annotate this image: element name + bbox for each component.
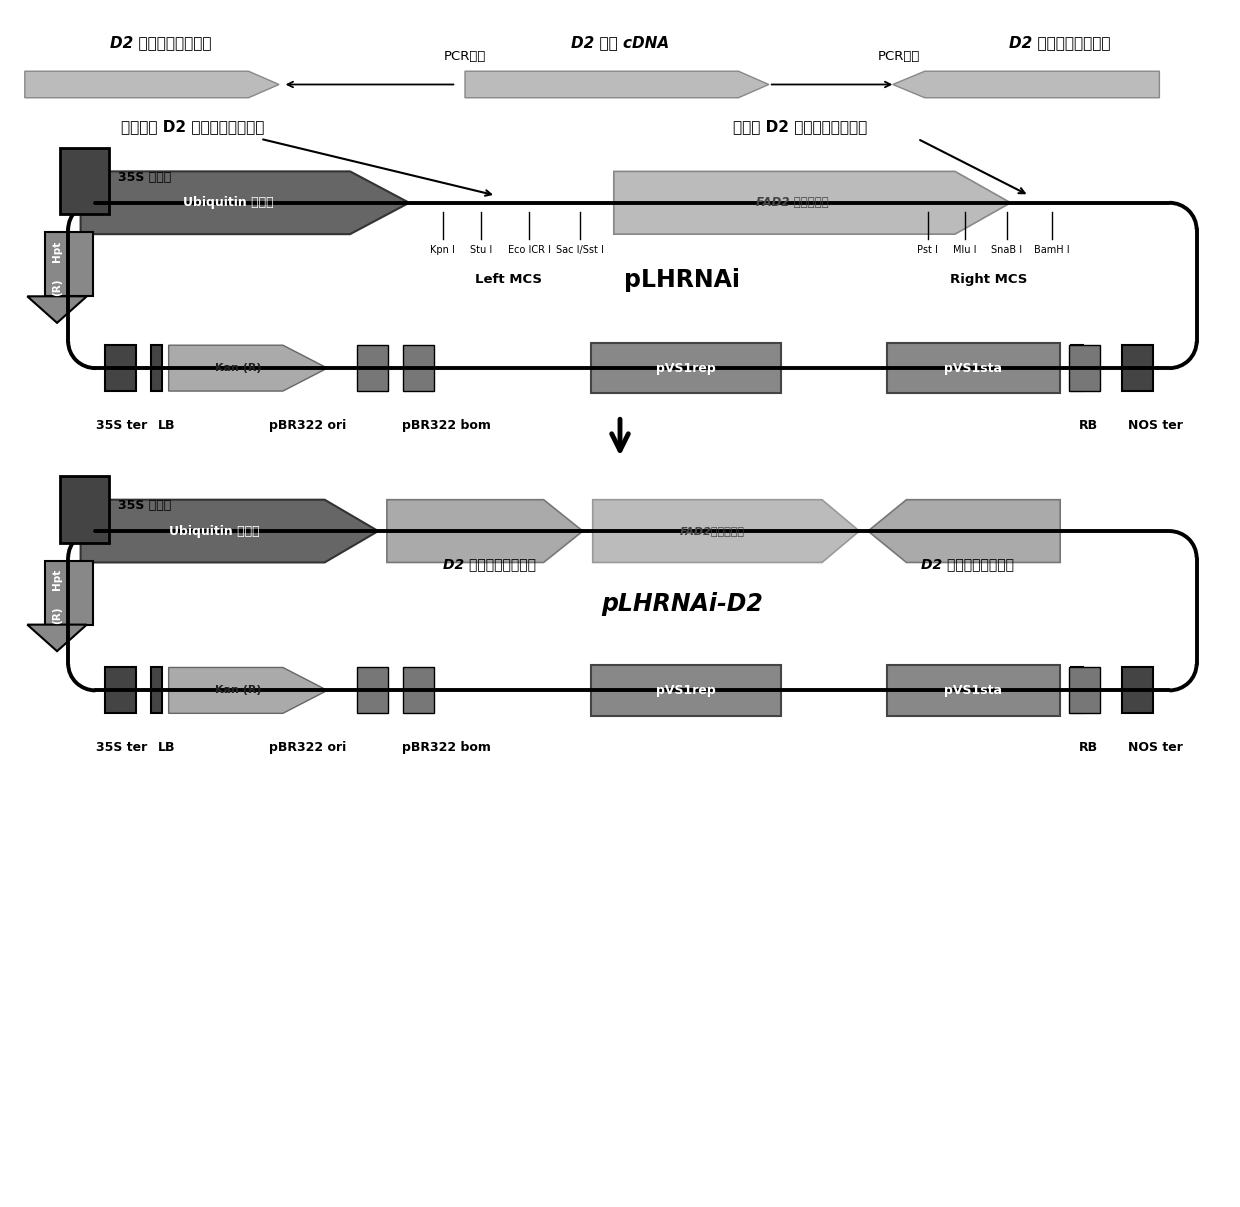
Text: 35S ter: 35S ter — [95, 741, 148, 754]
Text: NOS ter: NOS ter — [1128, 741, 1183, 754]
Text: Kan (R): Kan (R) — [216, 363, 262, 373]
Text: D2 基因正义干扰片段: D2 基因正义干扰片段 — [110, 35, 212, 49]
Text: Ubiquitin 启动子: Ubiquitin 启动子 — [169, 525, 260, 537]
Text: D2 基因 cDNA: D2 基因 cDNA — [570, 35, 670, 49]
Text: Kan (R): Kan (R) — [216, 686, 262, 695]
Bar — [403, 667, 434, 713]
Text: NOS ter: NOS ter — [1128, 419, 1183, 432]
Polygon shape — [27, 625, 87, 652]
Text: PCR扩増: PCR扩増 — [444, 49, 486, 63]
Bar — [403, 345, 434, 391]
Bar — [1071, 345, 1083, 391]
Text: FAD2 基因内含子: FAD2 基因内含子 — [756, 197, 828, 209]
Text: 35S 启动子: 35S 启动子 — [118, 500, 171, 512]
Polygon shape — [27, 297, 87, 322]
Text: (R): (R) — [52, 607, 62, 624]
Text: Kpn Ⅰ: Kpn Ⅰ — [430, 245, 455, 255]
Text: pVS1sta: pVS1sta — [945, 684, 1002, 696]
Text: 首先克隆 D2 基因正义干扰片段: 首先克隆 D2 基因正义干扰片段 — [120, 119, 264, 134]
Bar — [1122, 345, 1153, 391]
Text: LB: LB — [157, 741, 175, 754]
Bar — [151, 667, 162, 713]
Text: Left MCS: Left MCS — [475, 273, 542, 286]
Text: Hpt: Hpt — [52, 240, 62, 262]
Text: Sac Ⅰ/Sst Ⅰ: Sac Ⅰ/Sst Ⅰ — [557, 245, 604, 255]
Text: Hpt: Hpt — [52, 568, 62, 590]
Text: LB: LB — [157, 419, 175, 432]
Bar — [357, 345, 388, 391]
Bar — [357, 667, 388, 713]
Bar — [591, 343, 781, 393]
Polygon shape — [169, 345, 327, 391]
Text: pVS1rep: pVS1rep — [656, 684, 717, 696]
Polygon shape — [893, 71, 1159, 98]
Text: Pst Ⅰ: Pst Ⅰ — [918, 245, 937, 255]
Text: Right MCS: Right MCS — [950, 273, 1027, 286]
Bar — [151, 345, 162, 391]
Polygon shape — [593, 500, 859, 562]
Polygon shape — [25, 71, 279, 98]
Bar — [887, 343, 1060, 393]
Bar — [1122, 667, 1153, 713]
Polygon shape — [614, 171, 1011, 234]
Text: pBR322 bom: pBR322 bom — [402, 419, 491, 432]
Text: RB: RB — [1079, 419, 1099, 432]
Text: D2 基因反义干扰片段: D2 基因反义干扰片段 — [1009, 35, 1111, 49]
Text: pVS1sta: pVS1sta — [945, 362, 1002, 374]
Text: D2 基因反义干扰片段: D2 基因反义干扰片段 — [920, 558, 1014, 572]
Bar — [60, 147, 109, 215]
Text: (R): (R) — [52, 279, 62, 296]
Polygon shape — [81, 500, 378, 562]
Bar — [105, 345, 136, 391]
Text: BamH Ⅰ: BamH Ⅰ — [1034, 245, 1069, 255]
Text: pBR322 ori: pBR322 ori — [269, 741, 346, 754]
Text: RB: RB — [1079, 741, 1099, 754]
Bar — [45, 560, 93, 625]
Polygon shape — [169, 667, 327, 713]
Text: 35S 启动子: 35S 启动子 — [118, 171, 171, 183]
Text: FAD2基因内含子: FAD2基因内含子 — [681, 526, 745, 536]
Text: 35S ter: 35S ter — [95, 419, 148, 432]
Bar — [887, 665, 1060, 716]
Text: pVS1rep: pVS1rep — [656, 362, 717, 374]
Bar — [45, 232, 93, 297]
Bar — [1069, 667, 1100, 713]
Bar — [1071, 667, 1083, 713]
Bar — [105, 667, 136, 713]
Text: 再克隆 D2 基因反义干扰片段: 再克隆 D2 基因反义干扰片段 — [733, 119, 867, 134]
Text: Mlu Ⅰ: Mlu Ⅰ — [954, 245, 976, 255]
Text: pBR322 ori: pBR322 ori — [269, 419, 346, 432]
Text: pBR322 bom: pBR322 bom — [402, 741, 491, 754]
Text: Stu Ⅰ: Stu Ⅰ — [470, 245, 492, 255]
Text: Eco ⅠCR Ⅰ: Eco ⅠCR Ⅰ — [508, 245, 551, 255]
Bar — [591, 665, 781, 716]
Text: SnaB Ⅰ: SnaB Ⅰ — [991, 245, 1023, 255]
Polygon shape — [387, 500, 583, 562]
Polygon shape — [868, 500, 1060, 562]
Text: PCR扩増: PCR扩増 — [878, 49, 920, 63]
Polygon shape — [465, 71, 769, 98]
Text: pLHRNAi-D2: pLHRNAi-D2 — [601, 591, 763, 616]
Polygon shape — [81, 171, 409, 234]
Bar — [1069, 345, 1100, 391]
Text: pLHRNAi: pLHRNAi — [624, 268, 740, 292]
Bar — [60, 476, 109, 543]
Text: D2 基因正义干扰片段: D2 基因正义干扰片段 — [444, 558, 536, 572]
Text: Ubiquitin 启动子: Ubiquitin 启动子 — [184, 197, 274, 209]
